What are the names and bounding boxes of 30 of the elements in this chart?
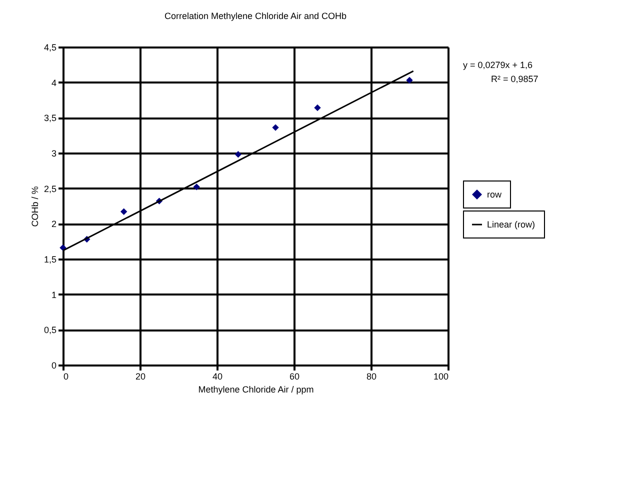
- point: [193, 184, 200, 190]
- point: [234, 151, 242, 158]
- y-tick-label: 3,5: [44, 113, 56, 124]
- x-tick-label: 20: [135, 372, 146, 382]
- x-tick-label: 60: [289, 372, 300, 382]
- text: y = 0,0279x + 1,6: [463, 60, 533, 70]
- y-axis-title: COHb / %: [30, 186, 40, 227]
- point: [60, 244, 66, 252]
- x-tick-label: 80: [366, 372, 377, 382]
- point: [406, 76, 413, 84]
- y-tick-label: 0,5: [44, 325, 56, 336]
- y-tick-label: 3: [51, 148, 56, 158]
- x-tick-label: 40: [212, 372, 223, 382]
- y-tick-label: 2,5: [44, 184, 56, 194]
- point: [314, 104, 321, 112]
- y-tick-label: 0: [51, 360, 56, 370]
- legend-label: Linear (row): [487, 220, 536, 230]
- y-tick-label: 4,5: [44, 42, 56, 52]
- y-tick-label: 4: [51, 78, 56, 88]
- x-tick-label: 0: [64, 372, 69, 382]
- point: [272, 124, 279, 131]
- x-tick-label: 100: [433, 372, 448, 382]
- x-axis-title: Methylene Chloride Air / ppm: [198, 384, 314, 394]
- legend-label: row: [487, 190, 502, 200]
- y-tick-label: 2: [51, 219, 56, 230]
- point: [120, 208, 128, 216]
- y-tick-label: 1,5: [44, 254, 56, 264]
- chart-title: Correlation Methylene Chloride Air and COHb: [164, 11, 347, 21]
- text: R² = 0,9857: [491, 74, 538, 84]
- y-tick-label: 1: [51, 290, 56, 300]
